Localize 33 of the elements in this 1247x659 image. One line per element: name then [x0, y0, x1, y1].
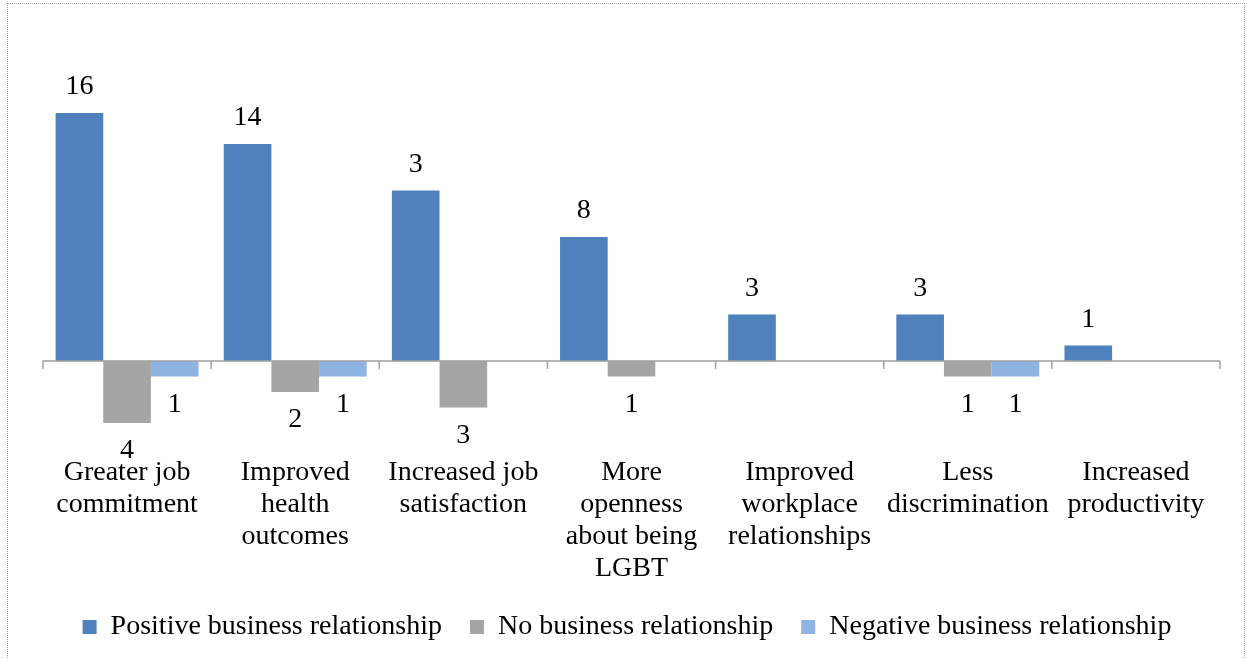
data-label: 1: [1081, 301, 1096, 333]
legend-label: Negative business relationship: [829, 609, 1172, 641]
data-label: 3: [913, 270, 928, 302]
legend-label: Positive business relationship: [110, 609, 442, 641]
bar: [560, 237, 608, 361]
bar: [150, 361, 199, 377]
bar: [391, 190, 440, 361]
bar: [223, 144, 272, 361]
annotation: 1: [960, 386, 975, 418]
annotation: 2: [288, 402, 303, 434]
data-label: 8: [576, 193, 591, 224]
legend-label: No business relationship: [497, 609, 774, 641]
annotation: 1: [624, 386, 639, 418]
x-tick-label: Less discrimination: [886, 455, 1049, 519]
data-label: 16: [65, 69, 94, 100]
x-tick-label: Increased productivity: [1067, 455, 1205, 519]
bar: [1064, 345, 1113, 361]
bar: [991, 361, 1040, 377]
x-tick-label: Improved health outcomes: [240, 455, 350, 551]
x-tick-label: Increased job satisfaction: [388, 455, 539, 519]
data-label: 3: [745, 270, 759, 302]
bar: [319, 361, 367, 377]
bar: [728, 314, 776, 361]
annotation: 1: [335, 386, 350, 418]
annotation: 3: [456, 417, 471, 449]
data-label: 14: [233, 100, 262, 131]
annotation: 1: [1008, 386, 1023, 418]
bar: [55, 113, 104, 361]
bar: [896, 314, 944, 361]
annotation: 1: [167, 386, 182, 418]
x-tick-label: More openness about being LGBT: [565, 455, 698, 583]
annotation: 3: [408, 146, 423, 178]
x-tick-label: Improved workplace relationships: [728, 455, 872, 551]
